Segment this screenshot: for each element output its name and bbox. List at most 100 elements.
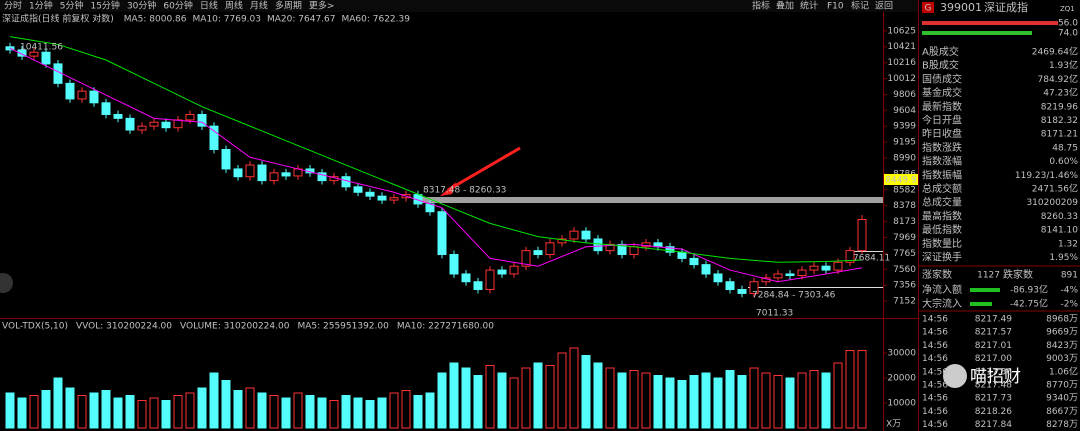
row-label: B股成交 xyxy=(922,59,959,72)
volume-bar xyxy=(521,367,531,429)
volume-bar xyxy=(653,375,663,429)
tick-time: 14:56 xyxy=(922,354,948,364)
highlight-band xyxy=(420,197,883,203)
row-value: 0.60% xyxy=(1049,157,1078,167)
candle-body xyxy=(701,264,711,275)
period-tab[interactable]: 日线 xyxy=(200,0,218,12)
row-value: 119.23/1.46% xyxy=(1015,171,1079,181)
candle-body xyxy=(233,168,243,178)
flow-label: 大宗流入 xyxy=(922,297,962,310)
arrow-head xyxy=(440,182,456,196)
volume-bar xyxy=(557,352,567,429)
volume-bar xyxy=(113,397,123,429)
y-tick-label: 10625 xyxy=(887,26,916,36)
row-label: 国债成交 xyxy=(922,72,962,85)
candle-body xyxy=(245,164,255,178)
row-label: 最新指数 xyxy=(922,100,962,113)
volume-bar xyxy=(845,350,855,429)
flow-bar xyxy=(970,288,1000,292)
y-tick-label: 8378 xyxy=(893,201,916,211)
breadth-value: 1127 xyxy=(977,271,1000,281)
candle-body xyxy=(773,273,783,279)
candle-body xyxy=(41,51,51,65)
volume-bar xyxy=(77,395,87,429)
toolbar-button[interactable]: 指标 xyxy=(752,0,770,12)
toolbar-button[interactable]: 标记 xyxy=(851,0,869,12)
volume-bar xyxy=(545,365,555,429)
volume-bar xyxy=(533,362,543,429)
period-tab[interactable]: 多周期 xyxy=(275,0,302,12)
volume-bar xyxy=(41,390,51,429)
volume-bar xyxy=(413,395,423,429)
toolbar-button[interactable]: 返回 xyxy=(875,0,893,12)
flow-pct: -4% xyxy=(1060,286,1078,296)
volume-bar xyxy=(89,392,99,429)
period-tab[interactable]: 月线 xyxy=(250,0,268,12)
volume-bar xyxy=(149,397,159,429)
volume-bar xyxy=(65,387,75,429)
arrow xyxy=(447,146,521,192)
toolbar-button[interactable]: 叠加 xyxy=(776,1,794,12)
candle-body xyxy=(125,117,135,131)
row-value: 8171.21 xyxy=(1041,130,1078,140)
volume-bar xyxy=(365,400,375,429)
volume-bar xyxy=(593,362,603,429)
row-value: 784.92亿 xyxy=(1038,73,1079,85)
tick-price: 8217.48 xyxy=(975,381,1012,391)
tick-volume: 9003万 xyxy=(1046,354,1078,364)
annotation: 7684.11 xyxy=(853,254,890,264)
period-tab[interactable]: 周线 xyxy=(225,0,243,12)
volume-bar xyxy=(641,372,651,429)
candle-body xyxy=(677,251,687,259)
volume-bar xyxy=(617,372,627,429)
candle-body xyxy=(473,281,483,291)
breadth-label: 跌家数 xyxy=(1003,268,1033,281)
period-tab[interactable]: 1分钟 xyxy=(29,0,53,12)
volume-bar xyxy=(101,390,111,429)
row-value: 1.93亿 xyxy=(1049,59,1078,71)
tick-volume: 8278万 xyxy=(1046,420,1078,430)
volume-bar xyxy=(485,365,495,429)
row-value: 47.23亿 xyxy=(1043,87,1078,99)
candle-body xyxy=(797,269,807,277)
toolbar-bg xyxy=(0,0,918,12)
volume-bar xyxy=(773,375,783,429)
candle-body xyxy=(557,238,567,244)
period-tab[interactable]: 分时 xyxy=(4,0,22,12)
candle-body xyxy=(485,269,495,291)
y-tick-label: 7152 xyxy=(893,297,916,307)
y-tick-label: 30000 xyxy=(887,349,916,359)
y-tick-label: 10012 xyxy=(887,74,916,84)
toolbar-button[interactable]: F10 xyxy=(827,2,844,12)
flow-label: 净流入额 xyxy=(922,283,962,296)
period-tab[interactable]: 60分钟 xyxy=(163,0,192,12)
candle-body xyxy=(545,242,555,256)
candle-body xyxy=(5,46,15,51)
row-value: 310200209 xyxy=(1026,198,1078,208)
row-value: 48.75 xyxy=(1052,143,1078,153)
candle-body xyxy=(353,186,363,193)
candle-body xyxy=(185,113,195,121)
volume-bar xyxy=(377,397,387,429)
period-tab[interactable]: 5分钟 xyxy=(60,0,84,12)
candle-body xyxy=(65,82,75,100)
period-tab[interactable]: 更多> xyxy=(309,0,335,12)
volume-bar xyxy=(269,395,279,429)
period-tab[interactable]: 15分钟 xyxy=(90,0,119,12)
tick-volume: 8968万 xyxy=(1046,315,1078,325)
candle-body xyxy=(377,195,387,201)
scroll-handle[interactable] xyxy=(0,273,13,293)
row-value: 1.32 xyxy=(1058,239,1078,249)
breadth-value: 891 xyxy=(1061,271,1078,281)
row-value: 8182.32 xyxy=(1041,116,1078,126)
volume-bar xyxy=(29,395,39,429)
period-tab[interactable]: 30分钟 xyxy=(127,0,156,12)
tick-volume: 9340万 xyxy=(1046,394,1078,404)
volume-bar xyxy=(125,395,135,429)
indicator-label: MA60: 7622.39 xyxy=(341,15,410,25)
tick-time: 14:56 xyxy=(922,407,948,417)
y-tick-label: 9195 xyxy=(893,138,916,148)
toolbar-button[interactable]: 统计 xyxy=(800,0,818,12)
candle-body xyxy=(269,172,279,182)
y-tick-label: 20000 xyxy=(887,374,916,384)
